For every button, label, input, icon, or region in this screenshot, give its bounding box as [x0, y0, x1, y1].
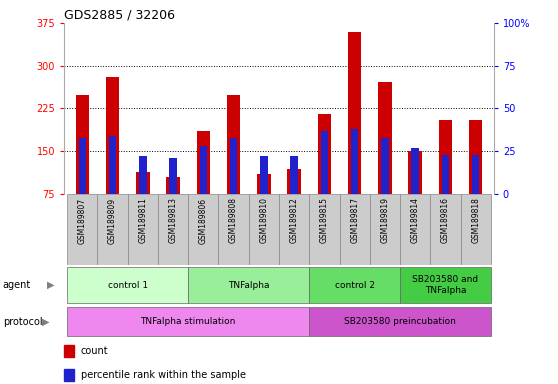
Text: TNFalpha stimulation: TNFalpha stimulation: [141, 317, 236, 326]
Text: percentile rank within the sample: percentile rank within the sample: [81, 370, 246, 380]
Bar: [106, 77, 119, 237]
Text: GSM189814: GSM189814: [411, 197, 420, 243]
Bar: [227, 95, 240, 237]
Text: protocol: protocol: [3, 316, 42, 327]
Text: GSM189813: GSM189813: [169, 197, 177, 243]
Bar: [67, 307, 309, 336]
Bar: [339, 194, 370, 265]
Text: GSM189808: GSM189808: [229, 197, 238, 243]
Bar: [79, 137, 86, 194]
Bar: [67, 194, 98, 265]
Bar: [260, 156, 268, 194]
Bar: [128, 194, 158, 265]
Bar: [230, 137, 237, 194]
Text: GSM189806: GSM189806: [199, 197, 208, 243]
Bar: [411, 148, 419, 194]
Text: GSM189812: GSM189812: [290, 197, 299, 243]
Bar: [290, 156, 298, 194]
Text: SB203580 and
TNFalpha: SB203580 and TNFalpha: [412, 275, 478, 295]
Bar: [472, 155, 479, 194]
Text: GSM189811: GSM189811: [138, 197, 147, 243]
Bar: [196, 131, 210, 237]
Bar: [67, 267, 188, 303]
Bar: [219, 194, 249, 265]
Bar: [257, 174, 271, 237]
Bar: [249, 194, 279, 265]
Text: GSM189818: GSM189818: [471, 197, 480, 243]
Bar: [400, 267, 491, 303]
Bar: [378, 82, 392, 237]
Bar: [109, 136, 117, 194]
Bar: [158, 194, 188, 265]
Text: GSM189817: GSM189817: [350, 197, 359, 243]
Bar: [279, 194, 309, 265]
Text: control 1: control 1: [108, 281, 148, 290]
Bar: [200, 146, 207, 194]
Bar: [381, 137, 389, 194]
Text: GSM189807: GSM189807: [78, 197, 87, 243]
Bar: [309, 307, 491, 336]
Text: GSM189810: GSM189810: [259, 197, 268, 243]
Text: GSM189816: GSM189816: [441, 197, 450, 243]
Text: ▶: ▶: [42, 316, 49, 327]
Bar: [136, 172, 150, 237]
Bar: [309, 267, 400, 303]
Text: ▶: ▶: [47, 280, 55, 290]
Bar: [64, 369, 74, 381]
Bar: [370, 194, 400, 265]
Bar: [321, 131, 328, 194]
Bar: [188, 194, 219, 265]
Text: GDS2885 / 32206: GDS2885 / 32206: [64, 9, 175, 22]
Text: count: count: [81, 346, 109, 356]
Bar: [430, 194, 460, 265]
Bar: [98, 194, 128, 265]
Bar: [469, 120, 483, 237]
Bar: [400, 194, 430, 265]
Bar: [351, 129, 358, 194]
Bar: [64, 345, 74, 356]
Bar: [287, 169, 301, 237]
Bar: [460, 194, 491, 265]
Text: control 2: control 2: [335, 281, 374, 290]
Bar: [439, 120, 452, 237]
Bar: [348, 31, 362, 237]
Bar: [75, 95, 89, 237]
Text: agent: agent: [3, 280, 31, 290]
Text: GSM189809: GSM189809: [108, 197, 117, 243]
Text: GSM189819: GSM189819: [381, 197, 389, 243]
Bar: [139, 156, 147, 194]
Text: TNFalpha: TNFalpha: [228, 281, 270, 290]
Bar: [188, 267, 309, 303]
Bar: [441, 155, 449, 194]
Bar: [408, 151, 422, 237]
Bar: [166, 177, 180, 237]
Bar: [318, 114, 331, 237]
Bar: [169, 158, 177, 194]
Text: SB203580 preincubation: SB203580 preincubation: [344, 317, 456, 326]
Bar: [309, 194, 339, 265]
Text: GSM189815: GSM189815: [320, 197, 329, 243]
